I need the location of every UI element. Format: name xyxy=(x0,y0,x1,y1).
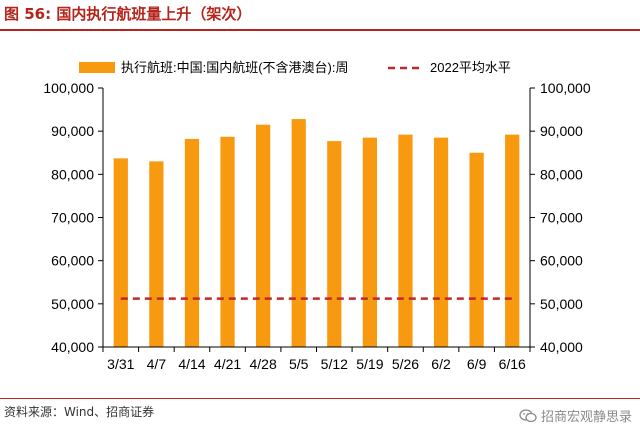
x-tick-label: 4/14 xyxy=(178,356,205,372)
x-tick-label: 5/5 xyxy=(289,356,309,372)
bar xyxy=(184,138,200,347)
x-tick-label: 6/16 xyxy=(499,356,526,372)
figure-title-text: 国内执行航班量上升（架次） xyxy=(56,5,252,23)
bar xyxy=(149,161,164,347)
y-axis-right: 40,000 50,000 60,000 70,000 80,000 90,000 100,… xyxy=(529,80,591,355)
y-tick-label-right: 60,000 xyxy=(540,253,583,269)
bar xyxy=(113,158,128,347)
title-rule xyxy=(0,29,640,31)
watermark-text: 招商宏观静思录 xyxy=(540,410,632,425)
y-tick-label-left: 70,000 xyxy=(51,210,94,226)
figure-title: 图 56: 国内执行航班量上升（架次） xyxy=(4,3,251,24)
y-tick-label-left: 40,000 xyxy=(51,339,94,355)
x-tick-label: 4/28 xyxy=(250,356,277,372)
legend-swatch-bar xyxy=(79,62,115,73)
chart-legend: 执行航班:中国:国内航班(不含港澳台):周 2022平均水平 xyxy=(79,60,511,75)
x-axis: 3/31 4/7 4/14 4/21 4/28 5/5 5/12 5/19 5/26 6/2 6/9… xyxy=(102,346,531,372)
y-axis-left: 40,000 50,000 60,000 70,000 80,000 90,000 100,… xyxy=(43,80,104,355)
y-tick-label-left: 50,000 xyxy=(51,296,94,312)
y-tick-label-left: 90,000 xyxy=(51,123,94,139)
x-tick-label: 5/26 xyxy=(392,356,419,372)
legend-label-bar: 执行航班:中国:国内航班(不含港澳台):周 xyxy=(121,60,349,75)
legend-label-line: 2022平均水平 xyxy=(430,60,511,75)
watermark: 招商宏观静思录 xyxy=(519,406,632,425)
bar xyxy=(398,134,413,347)
y-tick-label-right: 40,000 xyxy=(540,339,583,355)
bar xyxy=(220,136,235,347)
x-tick-label: 3/31 xyxy=(107,356,134,372)
x-tick-label: 4/21 xyxy=(214,356,241,372)
y-tick-label-right: 100,000 xyxy=(540,80,591,96)
bar xyxy=(291,119,306,347)
y-tick-label-right: 70,000 xyxy=(540,210,583,226)
y-tick-label-left: 80,000 xyxy=(51,166,94,182)
wechat-icon xyxy=(519,408,537,422)
bar xyxy=(256,124,271,347)
y-tick-label-right: 90,000 xyxy=(540,123,583,139)
bar-series xyxy=(113,119,520,347)
y-tick-label-left: 60,000 xyxy=(51,253,94,269)
y-tick-label-left: 100,000 xyxy=(43,80,94,96)
bar xyxy=(433,137,449,347)
source-note: 资料来源：Wind、招商证券 xyxy=(4,405,155,419)
bar xyxy=(362,137,377,347)
x-tick-label: 4/7 xyxy=(147,356,167,372)
x-tick-label: 6/2 xyxy=(431,356,451,372)
bar xyxy=(469,152,484,347)
bar xyxy=(505,134,520,347)
x-tick-label: 5/12 xyxy=(321,356,348,372)
x-tick-label: 6/9 xyxy=(467,356,487,372)
bar xyxy=(327,141,342,347)
figure-label: 图 56: xyxy=(4,5,52,23)
y-tick-label-right: 50,000 xyxy=(540,296,583,312)
footer-rule xyxy=(0,398,640,399)
bar-chart: 执行航班:中国:国内航班(不含港澳台):周 2022平均水平 40,000 50,0… xyxy=(43,60,591,372)
x-tick-label: 5/19 xyxy=(356,356,383,372)
y-tick-label-right: 80,000 xyxy=(540,166,583,182)
